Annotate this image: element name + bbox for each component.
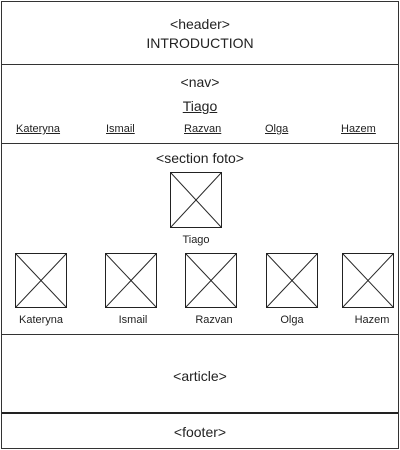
image-placeholder-icon <box>342 253 394 308</box>
divider <box>2 143 398 144</box>
divider <box>2 64 398 65</box>
nav-tag: <nav> <box>180 74 220 90</box>
image-placeholder-icon <box>266 253 318 308</box>
photo-caption-olga: Olga <box>280 314 304 326</box>
divider <box>2 334 398 335</box>
footer-tag: <footer> <box>173 424 227 440</box>
nav-link-tiago[interactable]: Tiago <box>182 98 218 114</box>
photo-caption-razvan: Razvan <box>195 314 233 326</box>
image-placeholder-icon <box>105 253 157 308</box>
image-placeholder-icon <box>170 172 222 228</box>
image-placeholder-icon <box>15 253 67 308</box>
footer-block: <footer> <box>2 414 398 448</box>
section-foto-tag: <section foto> <box>156 150 244 166</box>
nav-link-razvan[interactable]: Razvan <box>184 123 222 135</box>
nav-link-olga[interactable]: Olga <box>265 123 289 135</box>
header-block: <header> INTRODUCTION <box>2 2 398 64</box>
nav-main-wrap: Tiago <box>2 98 398 116</box>
nav-link-kateryna[interactable]: Kateryna <box>16 123 61 135</box>
header-tag: <header> <box>170 16 230 32</box>
photo-caption-ismail: Ismail <box>118 314 148 326</box>
nav-link-ismail[interactable]: Ismail <box>106 123 135 135</box>
nav-block: <nav> Tiago Kateryna Ismail Razvan Olga … <box>2 65 398 143</box>
photo-caption-hazem: Hazem <box>354 314 390 326</box>
divider <box>2 412 398 414</box>
nav-link-hazem[interactable]: Hazem <box>341 123 376 135</box>
header-title: INTRODUCTION <box>146 35 254 51</box>
image-placeholder-icon <box>185 253 237 308</box>
section-foto-block: <section foto> Tiago Kateryna Ismail Raz… <box>2 144 398 334</box>
photo-caption-tiago: Tiago <box>182 234 210 246</box>
article-block: <article> <box>2 335 398 412</box>
photo-caption-kateryna: Kateryna <box>18 314 64 326</box>
article-tag: <article> <box>173 368 227 384</box>
